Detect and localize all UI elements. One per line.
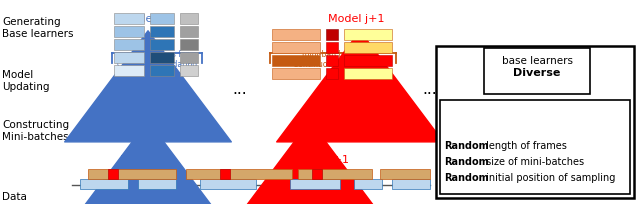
Text: Random: Random (444, 157, 488, 167)
Text: Diverse: Diverse (513, 68, 561, 78)
FancyBboxPatch shape (80, 179, 128, 189)
FancyBboxPatch shape (150, 52, 174, 63)
FancyBboxPatch shape (272, 68, 320, 79)
Text: Generating
Base learners: Generating Base learners (2, 17, 74, 39)
FancyBboxPatch shape (272, 55, 320, 66)
Text: Model j: Model j (122, 14, 162, 24)
Text: Constructing
Mini-batches: Constructing Mini-batches (2, 120, 69, 142)
Text: Epoch j: Epoch j (120, 155, 161, 165)
Text: ...: ... (233, 82, 247, 98)
FancyBboxPatch shape (200, 179, 256, 189)
FancyBboxPatch shape (220, 169, 230, 179)
Text: Model
Updating: Model Updating (2, 70, 49, 92)
FancyBboxPatch shape (108, 169, 118, 179)
Text: Model j+1: Model j+1 (328, 14, 385, 24)
FancyBboxPatch shape (344, 68, 392, 79)
FancyBboxPatch shape (114, 65, 144, 76)
Text: Epoch j+1: Epoch j+1 (292, 155, 349, 165)
FancyBboxPatch shape (150, 13, 174, 24)
FancyBboxPatch shape (180, 52, 198, 63)
FancyBboxPatch shape (436, 46, 634, 198)
FancyBboxPatch shape (298, 169, 372, 179)
FancyBboxPatch shape (354, 179, 382, 189)
FancyBboxPatch shape (88, 169, 176, 179)
FancyBboxPatch shape (180, 26, 198, 37)
FancyBboxPatch shape (290, 179, 340, 189)
Text: Random: Random (444, 173, 488, 183)
FancyBboxPatch shape (272, 29, 320, 40)
FancyBboxPatch shape (150, 39, 174, 50)
FancyBboxPatch shape (344, 29, 392, 40)
FancyBboxPatch shape (180, 39, 198, 50)
Text: Data
Streaming: Data Streaming (2, 192, 56, 204)
FancyBboxPatch shape (344, 55, 392, 66)
Text: base learners: base learners (502, 56, 573, 66)
Text: ...: ... (422, 82, 437, 98)
Text: mini-batches for
Continuous updating: mini-batches for Continuous updating (117, 50, 197, 69)
FancyBboxPatch shape (380, 169, 430, 179)
FancyBboxPatch shape (114, 26, 144, 37)
FancyBboxPatch shape (484, 48, 590, 94)
FancyBboxPatch shape (114, 39, 144, 50)
Text: mini-batches for
Continuous updating: mini-batches for Continuous updating (293, 50, 373, 69)
Text: length of frames: length of frames (483, 141, 567, 151)
FancyBboxPatch shape (138, 179, 176, 189)
Text: size of mini-batches: size of mini-batches (483, 157, 584, 167)
Text: initial position of sampling: initial position of sampling (483, 173, 616, 183)
FancyBboxPatch shape (326, 29, 338, 40)
FancyBboxPatch shape (180, 13, 198, 24)
FancyBboxPatch shape (326, 42, 338, 53)
FancyBboxPatch shape (186, 169, 292, 179)
Text: Random: Random (444, 141, 488, 151)
FancyBboxPatch shape (344, 42, 392, 53)
FancyBboxPatch shape (114, 13, 144, 24)
FancyBboxPatch shape (114, 52, 144, 63)
FancyBboxPatch shape (150, 26, 174, 37)
FancyBboxPatch shape (180, 65, 198, 76)
FancyBboxPatch shape (326, 68, 338, 79)
FancyBboxPatch shape (326, 55, 338, 66)
FancyBboxPatch shape (312, 169, 322, 179)
FancyBboxPatch shape (392, 179, 430, 189)
FancyBboxPatch shape (150, 65, 174, 76)
FancyBboxPatch shape (440, 100, 630, 194)
FancyBboxPatch shape (272, 42, 320, 53)
